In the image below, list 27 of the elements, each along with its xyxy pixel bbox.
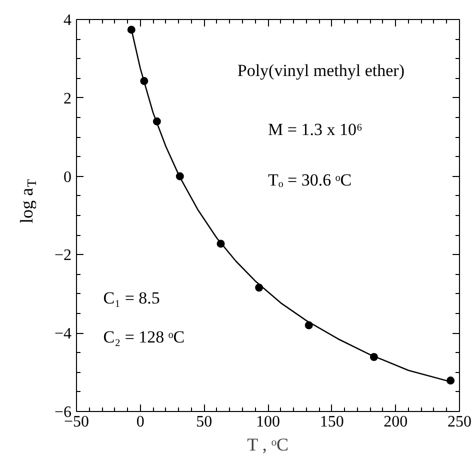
annotation: C₂ = 128 ᵒC (103, 328, 185, 347)
x-axis-title: T , ᵒC (247, 434, 289, 454)
x-tick-label: 100 (256, 414, 280, 430)
y-tick-label: −2 (54, 247, 72, 264)
annotation: Poly(vinyl methyl ether) (237, 60, 404, 80)
x-tick-label: 200 (384, 414, 408, 430)
annotation: C₁ = 8.5 (103, 288, 160, 308)
annotation: Tₒ = 30.6 ᵒC (268, 170, 352, 190)
point (216, 240, 225, 248)
y-tick-label: 2 (64, 90, 72, 108)
x-tick-label: 0 (136, 414, 144, 430)
x-tick-label: 150 (320, 414, 344, 430)
point (304, 321, 313, 330)
point (176, 172, 184, 180)
point (152, 117, 161, 126)
y-tick-label: 0 (64, 168, 72, 186)
x-tick-label: 250 (448, 414, 472, 430)
point (140, 77, 148, 86)
point (446, 376, 455, 385)
point (255, 284, 264, 292)
y-tick-label: 4 (64, 12, 72, 29)
point (370, 353, 378, 362)
y-tick-label: −4 (54, 326, 72, 343)
annotation: M = 1.3 x 10⁶ (268, 120, 362, 139)
y-tick-label: −6 (54, 404, 72, 421)
x-tick-label: 50 (196, 414, 212, 430)
point (127, 26, 136, 34)
